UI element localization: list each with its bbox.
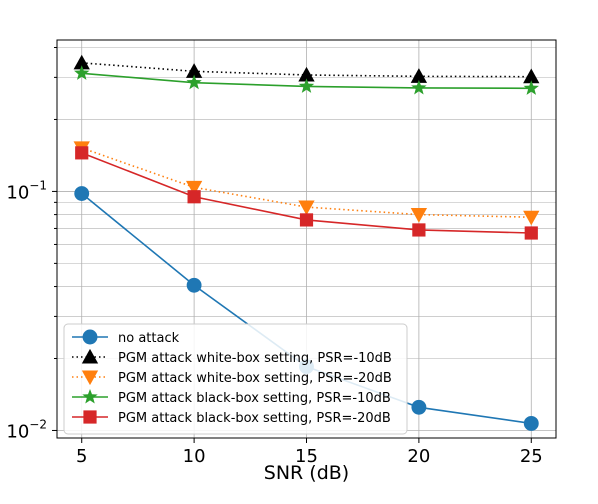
legend-marker — [82, 388, 98, 404]
series-3 — [74, 65, 539, 95]
data-point — [185, 63, 203, 78]
data-point — [299, 213, 314, 227]
legend-marker — [83, 410, 97, 424]
data-point — [411, 399, 427, 415]
data-point — [410, 208, 428, 223]
series-1 — [73, 54, 540, 84]
data-point — [75, 146, 89, 160]
legend-label: no attack — [118, 331, 180, 346]
legend-marker — [81, 348, 99, 364]
data-point — [185, 180, 203, 196]
data-point — [411, 79, 427, 95]
x-tick-label: 15 — [295, 446, 318, 467]
data-point — [74, 65, 90, 80]
data-point — [298, 66, 315, 82]
x-axis-label: SNR (dB) — [264, 462, 349, 484]
data-point — [186, 74, 202, 90]
legend-box — [63, 323, 408, 435]
series-4 — [75, 146, 538, 240]
data-point — [523, 416, 539, 431]
data-point — [524, 226, 538, 240]
data-point — [298, 200, 315, 216]
legend-marker — [81, 370, 99, 386]
data-point — [523, 68, 540, 84]
data-point — [523, 210, 540, 226]
legend-marker — [82, 329, 98, 345]
x-tick-label: 10 — [183, 446, 206, 467]
legend-label: PGM attack black-box setting, PSR=-20dB — [118, 411, 391, 426]
data-point — [73, 54, 90, 70]
data-point — [74, 186, 90, 201]
x-tick-label: 20 — [407, 446, 430, 467]
series-line — [81, 147, 532, 219]
data-point — [186, 277, 202, 293]
data-point — [523, 80, 539, 95]
data-point — [410, 68, 428, 83]
series-2 — [73, 141, 540, 226]
legend-label: PGM attack black-box setting, PSR=-10dB — [118, 391, 391, 406]
legend: no attack PGM attack white-box setting, P… — [63, 323, 408, 435]
legend-label: PGM attack white-box setting, PSR=-10dB — [118, 351, 392, 366]
legend-label: PGM attack white-box setting, PSR=-20dB — [118, 371, 392, 386]
x-tick-label: 5 — [76, 446, 87, 467]
data-point — [412, 223, 426, 237]
data-point — [298, 78, 315, 93]
x-tick-label: 25 — [520, 446, 543, 467]
data-point — [187, 190, 201, 204]
